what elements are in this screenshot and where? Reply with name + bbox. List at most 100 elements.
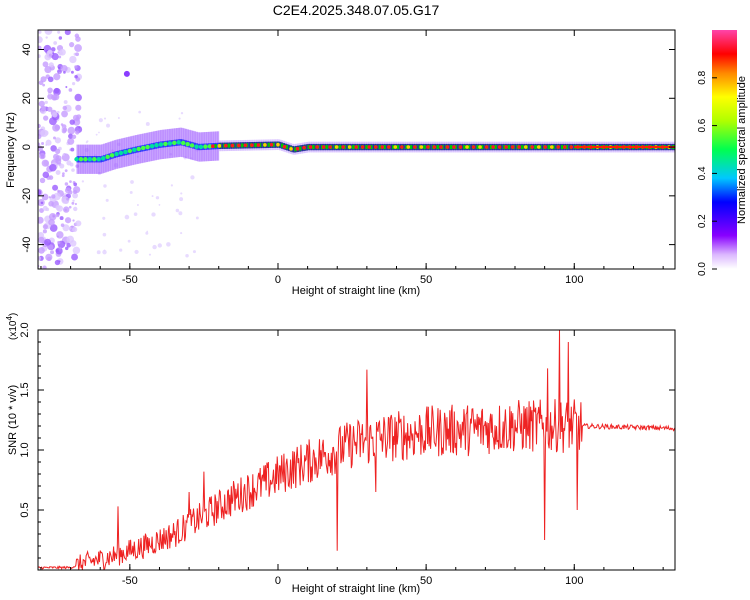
- ridge-green: [312, 145, 315, 150]
- ridge-peak: [530, 145, 534, 149]
- noise-point: [47, 106, 53, 112]
- band-core-segment: [385, 143, 389, 151]
- noise-point: [67, 126, 76, 135]
- ridge-point: [145, 144, 150, 150]
- noise-point: [40, 201, 44, 205]
- colorbar-tick-label: 0.4: [697, 166, 708, 180]
- noise-point: [69, 55, 77, 64]
- noise-point: [86, 140, 89, 143]
- noise-point: [57, 66, 61, 70]
- ridge-peak: [315, 145, 319, 149]
- ridge-point: [78, 157, 84, 162]
- noise-point: [49, 224, 58, 232]
- ridge-green: [294, 147, 297, 152]
- ridge-peak: [478, 145, 482, 149]
- noise-point: [47, 49, 52, 54]
- noise-point: [66, 235, 75, 244]
- ridge-peak: [237, 143, 241, 148]
- noise-point: [42, 265, 47, 269]
- noise-point: [119, 248, 123, 252]
- noise-point: [52, 112, 58, 118]
- noise-point: [48, 196, 51, 199]
- noise-point: [68, 205, 72, 209]
- band-core-segment: [371, 143, 374, 151]
- noise-point: [48, 175, 54, 180]
- noise-point: [63, 71, 66, 74]
- snr-xlabel: Height of straight line (km): [292, 583, 420, 595]
- ridge-peak: [250, 143, 254, 147]
- noise-point: [103, 184, 107, 188]
- ridge-green: [338, 145, 342, 150]
- ridge-point: [136, 146, 141, 152]
- ridge-point: [83, 157, 88, 162]
- x-tick-label: 100: [565, 274, 583, 286]
- ridge-peak: [458, 145, 463, 149]
- noise-point: [195, 216, 199, 220]
- band-core-segment: [430, 143, 433, 151]
- noise-point: [48, 53, 52, 57]
- ridge-point: [127, 148, 133, 154]
- ridge-green: [352, 145, 355, 150]
- noise-point: [38, 236, 45, 244]
- noise-point: [44, 30, 53, 35]
- ridge-green: [547, 145, 551, 150]
- band-core-segment: [247, 142, 250, 149]
- band-core-segment: [273, 141, 277, 148]
- noise-point: [73, 206, 78, 212]
- ridge-green: [298, 146, 302, 151]
- ridge-green: [325, 145, 328, 150]
- band-core-segment: [332, 143, 335, 151]
- ridge-green: [520, 145, 524, 150]
- ridge-point: [167, 141, 173, 146]
- noise-point: [178, 117, 181, 120]
- noise-point: [42, 61, 49, 68]
- noise-point: [61, 110, 68, 118]
- band-core-segment: [496, 143, 499, 151]
- noise-point: [41, 193, 49, 201]
- noise-point: [105, 198, 109, 202]
- noise-point: [69, 119, 76, 125]
- noise-point: [60, 65, 68, 72]
- noise-point: [51, 194, 56, 199]
- y-tick-label: 0.5: [19, 502, 31, 517]
- ridge-point: [118, 150, 124, 156]
- band-core-segment: [456, 143, 460, 151]
- ridge-peak: [224, 143, 228, 148]
- ridge-peak: [445, 145, 450, 149]
- noise-point: [98, 131, 100, 134]
- colorbar-tick-label: 0.2: [697, 214, 708, 228]
- ridge-peak: [484, 145, 489, 149]
- noise-point: [48, 62, 54, 68]
- noise-point: [58, 55, 62, 59]
- ridge-peak: [295, 146, 300, 151]
- noise-point: [47, 76, 54, 83]
- ridge-peak: [282, 144, 287, 149]
- ridge-green: [565, 145, 568, 150]
- noise-point: [55, 248, 59, 253]
- ridge-green: [396, 145, 400, 150]
- band-core-segment: [261, 141, 264, 149]
- noise-point: [56, 205, 63, 212]
- noise-point: [42, 171, 50, 179]
- noise-point: [180, 192, 183, 195]
- noise-point: [96, 250, 101, 255]
- ridge-point: [203, 144, 208, 149]
- noise-point: [47, 93, 54, 100]
- ridge-point: [114, 151, 119, 157]
- noise-point: [58, 50, 63, 56]
- noise-point: [145, 122, 150, 126]
- noise-point: [151, 195, 154, 198]
- ridge-point: [149, 143, 155, 149]
- noise-point: [39, 208, 44, 213]
- ridge-green: [240, 143, 244, 148]
- x-tick-label: -50: [122, 575, 138, 587]
- ridge-point: [163, 141, 168, 147]
- ridge-point: [176, 140, 181, 145]
- ridge-peak: [217, 144, 222, 148]
- ridge-peak: [321, 145, 326, 149]
- noise-point: [38, 36, 43, 44]
- noise-point: [75, 130, 80, 135]
- noise-point: [45, 36, 48, 39]
- band-core-segment: [344, 143, 348, 151]
- ridge-peak: [354, 145, 359, 149]
